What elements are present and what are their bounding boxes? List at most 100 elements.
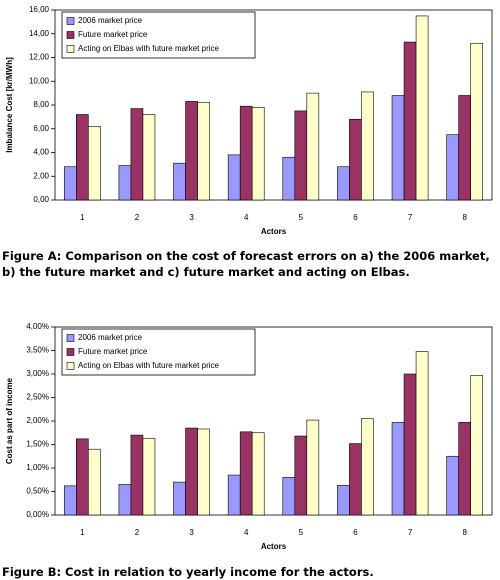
y-tick-label: 1,00% [26,463,49,472]
x-tick-label: 1 [80,528,85,537]
y-axis-label: Cost as part of income [5,377,14,464]
bar [239,431,253,516]
bar [470,375,484,516]
legend-swatch [66,362,75,370]
y-tick-label: 2,00 [33,171,49,180]
bar [197,102,210,201]
y-tick-label: 10,00 [29,76,50,85]
y-tick-label: 12,00 [29,53,50,62]
legend-label: Acting on Elbas with future market price [78,361,220,370]
legend-label: Acting on Elbas with future market price [78,44,220,53]
bar [173,481,186,516]
bar [118,484,132,516]
bar [282,477,296,516]
bar [227,154,241,201]
x-tick-label: 2 [135,528,140,537]
x-tick-label: 2 [135,213,140,222]
x-tick-label: 5 [299,528,304,537]
bar [458,422,471,516]
bar [458,95,471,201]
y-tick-label: 3,00% [26,369,49,378]
legend-box [61,11,256,59]
caption: Figure A: Comparison on the cost of fore… [2,249,490,279]
y-tick-label: 1,50% [26,440,49,449]
x-tick-label: 6 [353,528,358,537]
legend-swatch [66,348,75,356]
y-tick-label: 4,00 [33,148,49,157]
y-tick-label: 6,00 [33,124,49,133]
bar [282,156,296,201]
legend-label: 2006 market price [78,333,143,342]
bar [130,108,144,201]
y-tick-label: 2,00% [26,416,49,425]
y-tick-label: 2,50% [26,393,49,402]
legend-box [61,328,256,376]
bar [306,419,320,516]
x-axis-label: Actors [261,542,287,551]
bar [185,427,198,516]
legend-swatch [66,17,75,25]
bar [446,455,459,516]
bar [251,107,265,201]
bar [63,166,77,201]
bar [361,91,374,201]
bar [173,162,186,201]
bar [251,432,265,516]
y-axis-label: Imbalance Cost [kr/MWh] [5,57,14,153]
y-tick-label: 3,50% [26,346,49,355]
x-tick-label: 3 [189,528,194,537]
legend-swatch [66,31,75,39]
bar [391,422,405,516]
x-tick-label: 3 [189,213,194,222]
x-tick-label: 6 [353,213,358,222]
bar [349,118,362,201]
bar [306,92,320,201]
bar [63,485,77,516]
bar [391,95,405,201]
y-tick-label: 0,50% [26,487,49,496]
bar [142,114,156,201]
bar [349,443,362,516]
x-tick-label: 7 [408,213,413,222]
bar [294,110,308,201]
bar [415,15,429,201]
x-tick-label: 8 [462,213,467,222]
bar [88,126,101,201]
legend-swatch [66,334,75,342]
x-tick-label: 5 [299,213,304,222]
bar [76,114,89,201]
bar [88,448,101,516]
bar [76,438,89,516]
x-tick-label: 4 [244,528,249,537]
legend-label: 2006 market price [78,16,143,25]
bar [142,438,156,516]
x-tick-label: 1 [80,213,85,222]
legend-label: Future market price [78,30,148,39]
y-tick-label: 16,00 [29,5,50,14]
bar [227,474,241,516]
y-tick-label: 0,00 [33,195,49,204]
y-tick-label: 14,00 [29,29,50,38]
caption: Figure B: Cost in relation to yearly inc… [2,565,374,579]
bar [337,166,350,201]
bar [415,351,429,516]
bar [337,485,350,516]
legend-swatch [66,45,75,53]
x-tick-label: 4 [244,213,249,222]
legend-label: Future market price [78,347,148,356]
x-axis-label: Actors [261,227,287,236]
bar [403,41,417,201]
x-tick-label: 8 [462,528,467,537]
bar [470,42,484,201]
y-tick-label: 4,00% [26,322,49,331]
bar [118,165,132,201]
y-tick-label: 0,00% [26,510,49,519]
bar [130,434,144,516]
y-tick-label: 8,00 [33,100,49,109]
bar [403,373,417,516]
x-tick-label: 7 [408,528,413,537]
bar [446,134,459,201]
bar [294,435,308,516]
bar [361,418,374,516]
